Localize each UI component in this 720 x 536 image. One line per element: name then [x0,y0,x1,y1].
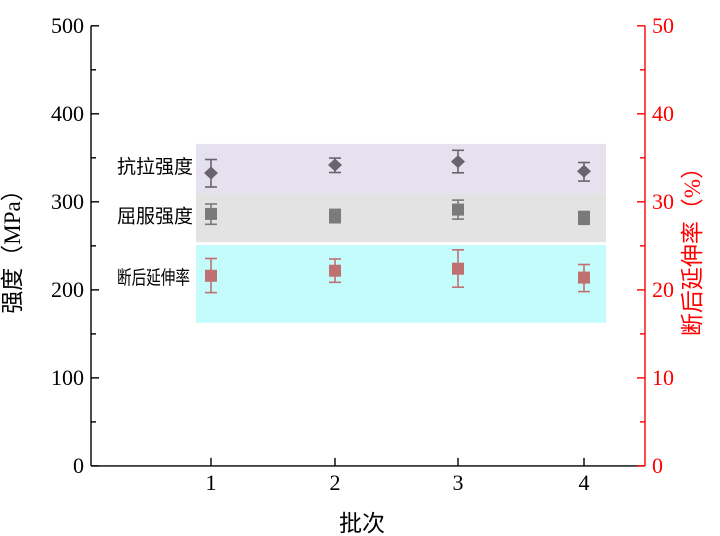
svg-text:屈服强度: 屈服强度 [117,206,193,228]
svg-text:400: 400 [51,101,84,126]
svg-text:100: 100 [51,365,84,390]
svg-text:10: 10 [652,365,674,390]
svg-text:50: 50 [652,13,674,38]
svg-text:300: 300 [51,189,84,214]
svg-text:3: 3 [453,470,464,495]
svg-text:500: 500 [51,13,84,38]
svg-text:批次: 批次 [339,511,385,536]
svg-text:30: 30 [652,189,674,214]
svg-text:4: 4 [579,470,590,495]
svg-text:断后延伸率（%）: 断后延伸率（%） [680,156,705,336]
svg-text:40: 40 [652,101,674,126]
svg-text:2: 2 [330,470,341,495]
svg-text:0: 0 [652,453,663,478]
svg-text:强度（MPa）: 强度（MPa） [0,178,25,313]
svg-text:200: 200 [51,277,84,302]
svg-text:0: 0 [73,453,84,478]
svg-text:断后延伸率: 断后延伸率 [117,267,190,289]
svg-text:抗拉强度: 抗拉强度 [117,156,193,178]
svg-text:20: 20 [652,277,674,302]
svg-text:1: 1 [206,470,217,495]
